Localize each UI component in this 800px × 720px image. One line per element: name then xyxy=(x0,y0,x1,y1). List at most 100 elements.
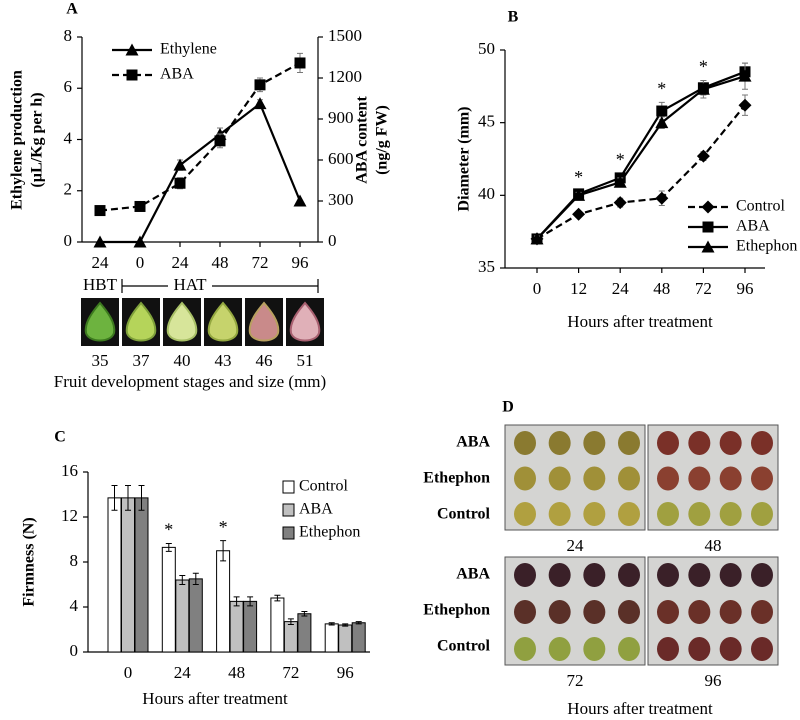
y-tick-label: 900 xyxy=(328,108,354,127)
fruit-size: 40 xyxy=(174,351,191,370)
marker xyxy=(696,82,710,95)
fruit xyxy=(248,301,280,342)
error-bar xyxy=(165,542,172,552)
fig xyxy=(751,502,773,526)
x-tick-label: 72 xyxy=(282,663,299,682)
fig xyxy=(719,502,742,526)
fig xyxy=(688,600,711,624)
marker xyxy=(214,135,226,147)
fruit xyxy=(289,301,321,342)
time-label: 24 xyxy=(567,536,585,555)
fig xyxy=(548,431,571,455)
y-tick-label: 600 xyxy=(328,149,354,168)
error-bar xyxy=(247,596,254,607)
error-bar xyxy=(342,623,349,627)
marker xyxy=(738,98,752,112)
x-axis-label: Fruit development stages and size (mm) xyxy=(54,372,326,391)
fig xyxy=(688,502,711,526)
time-label: 96 xyxy=(705,671,722,690)
fig xyxy=(618,563,640,587)
y-tick-label: 8 xyxy=(64,26,73,45)
fig xyxy=(618,502,640,526)
fruit-size: 35 xyxy=(92,351,109,370)
x-tick-label: 72 xyxy=(695,279,712,298)
fig xyxy=(719,637,742,661)
legend-label: Control xyxy=(299,478,348,495)
error-bar xyxy=(192,572,199,585)
fig xyxy=(657,600,679,624)
marker xyxy=(254,79,266,91)
bar xyxy=(283,621,298,653)
y-tick-label: 45 xyxy=(478,112,495,131)
x-tick-label: 12 xyxy=(570,279,587,298)
marker xyxy=(655,191,669,205)
y-axis-label: Ethylene production xyxy=(9,70,26,210)
fruit xyxy=(166,301,198,342)
y-tick-label: 1500 xyxy=(328,26,362,45)
significance-mark: * xyxy=(219,517,228,537)
y-tick-label: 300 xyxy=(328,190,354,209)
fig xyxy=(618,637,640,661)
x-tick-label: 0 xyxy=(533,279,542,298)
y-tick-label: 0 xyxy=(328,231,337,250)
fig xyxy=(719,466,742,491)
y-axis-label: Firmness (N) xyxy=(21,517,38,606)
marker xyxy=(696,149,710,163)
y-tick-label: 8 xyxy=(70,551,79,570)
error-bar xyxy=(111,485,118,511)
x-tick-label: 96 xyxy=(737,279,754,298)
error-bar xyxy=(274,594,281,602)
series-line xyxy=(536,75,746,240)
bar xyxy=(324,623,339,653)
bar xyxy=(121,497,135,653)
marker xyxy=(93,235,107,248)
error-bar xyxy=(138,485,145,511)
error-bar xyxy=(355,621,362,625)
fig xyxy=(688,637,711,661)
fig xyxy=(548,466,571,491)
marker xyxy=(293,194,307,207)
legend-swatch xyxy=(282,526,295,540)
row-label: ABA xyxy=(456,434,490,451)
x-tick-label: 0 xyxy=(136,253,145,272)
y-tick-label: 35 xyxy=(478,257,495,276)
bar xyxy=(351,622,366,653)
marker xyxy=(701,200,715,214)
fig xyxy=(514,502,536,526)
fig xyxy=(583,637,606,661)
x-axis-label: Hours after treatment xyxy=(567,699,713,718)
bar xyxy=(338,624,353,653)
significance-mark: * xyxy=(657,78,666,98)
x-tick-label: 48 xyxy=(212,253,229,272)
marker xyxy=(173,158,187,171)
significance-mark: * xyxy=(699,57,708,77)
fruit xyxy=(207,301,239,342)
fig xyxy=(751,431,773,455)
fig xyxy=(583,466,606,491)
y-axis-label: (µL/Kg per h) xyxy=(29,92,46,187)
y-tick-label: 4 xyxy=(64,128,73,147)
row-label: Ethephon xyxy=(423,470,490,487)
fig xyxy=(618,431,640,455)
fig xyxy=(719,563,742,587)
error-bar xyxy=(301,611,308,617)
fig xyxy=(514,637,536,661)
marker xyxy=(530,232,544,245)
y-axis-label: (ng/g FW) xyxy=(374,105,391,175)
time-label: 48 xyxy=(705,536,722,555)
marker xyxy=(572,207,586,221)
panel-label: A xyxy=(66,1,78,18)
fig xyxy=(548,563,571,587)
fig xyxy=(751,563,773,587)
fig xyxy=(657,466,679,491)
x-tick-label: 24 xyxy=(174,663,192,682)
marker xyxy=(126,69,138,81)
x-tick-label: 48 xyxy=(653,279,670,298)
x-tick-label: 96 xyxy=(292,253,309,272)
marker xyxy=(94,205,106,217)
fig xyxy=(688,466,711,491)
row-label: Control xyxy=(437,638,491,655)
marker xyxy=(125,43,139,56)
legend-label: ABA xyxy=(736,218,770,235)
fig xyxy=(719,431,742,455)
